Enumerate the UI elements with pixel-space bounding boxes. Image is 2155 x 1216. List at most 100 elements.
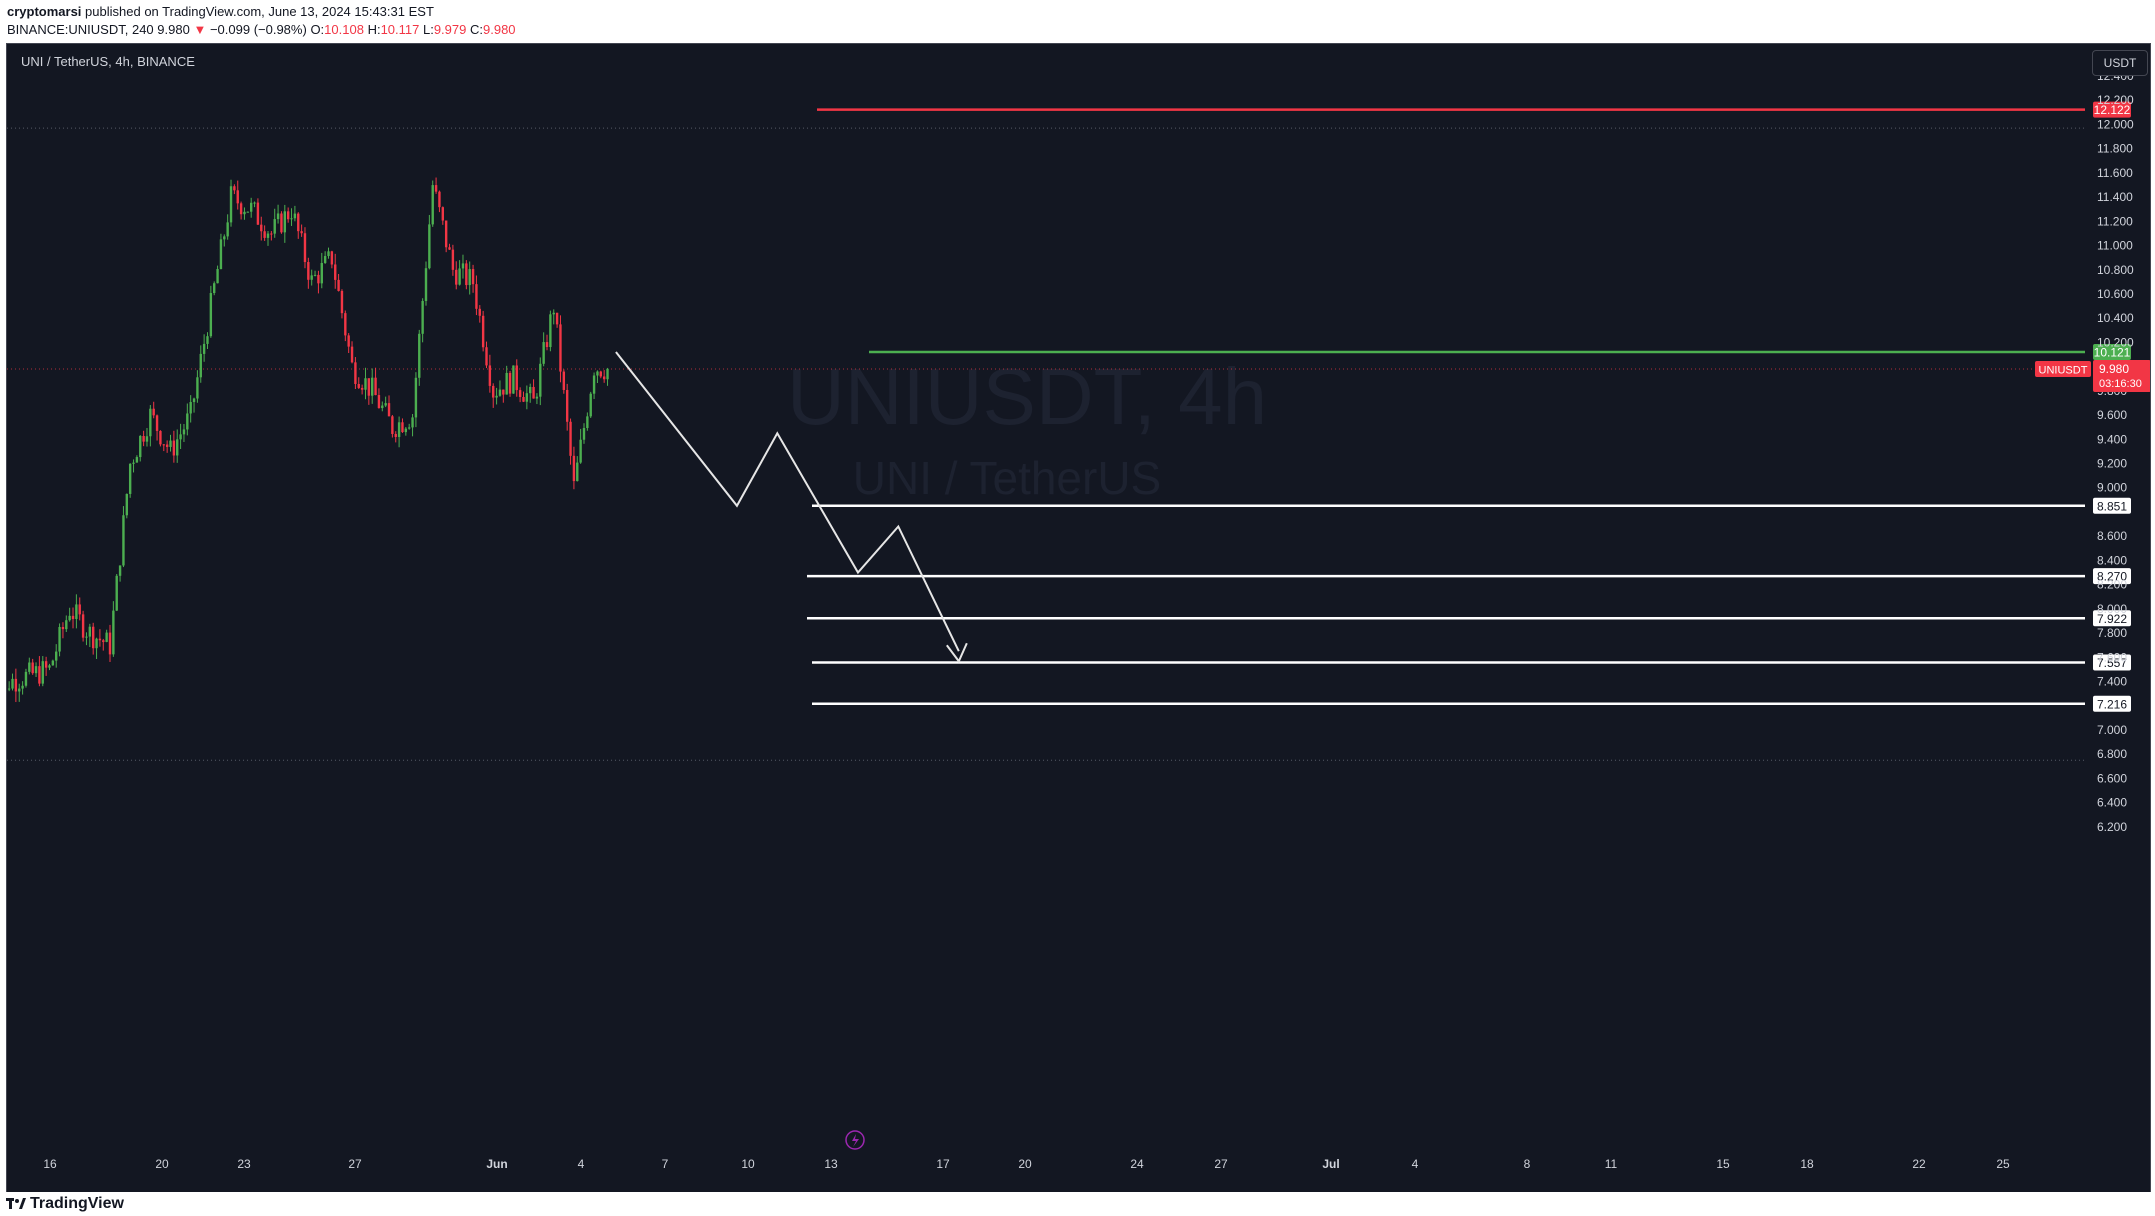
symbol-tag: UNIUSDT xyxy=(2039,365,2088,377)
candle-body xyxy=(559,324,562,372)
candle-body xyxy=(303,233,307,263)
author-name[interactable]: cryptomarsi xyxy=(7,4,82,19)
candle-body xyxy=(186,413,189,430)
candle-body xyxy=(391,416,394,434)
chart-title: UNI / TetherUS, 4h, BINANCE xyxy=(21,54,195,69)
candle-body xyxy=(139,435,142,458)
y-tick-label: 8.200 xyxy=(2097,578,2127,592)
candle-body xyxy=(468,269,471,286)
x-tick-label: 15 xyxy=(1716,1157,1730,1171)
candle-body xyxy=(276,213,280,220)
candle-body xyxy=(414,377,418,418)
candle-body xyxy=(108,632,112,655)
candle-body xyxy=(478,308,481,316)
candle-body xyxy=(599,371,603,377)
chart-frame[interactable]: UNIUSDT, 4h UNI / TetherUS 12.122 10.121 8.8… xyxy=(6,43,2151,1193)
candle-body xyxy=(202,343,206,354)
footer-brand[interactable]: TradingView xyxy=(30,1195,124,1212)
y-tick-label: 8.400 xyxy=(2097,553,2127,567)
candle-body xyxy=(518,390,522,397)
candle-body xyxy=(360,387,364,390)
currency-button[interactable]: USDT xyxy=(2092,50,2148,76)
candle-body xyxy=(485,347,488,366)
y-tick-label: 9.000 xyxy=(2097,481,2127,495)
candle-body xyxy=(596,371,599,376)
y-tick-label: 8.600 xyxy=(2097,529,2127,543)
candle-body xyxy=(582,428,586,440)
last-price: 9.980 xyxy=(157,22,190,37)
candle-body xyxy=(249,202,253,212)
candle-body xyxy=(357,383,360,388)
level-tag-bg xyxy=(2093,568,2131,585)
candle-body xyxy=(434,185,438,192)
low-value: 9.979 xyxy=(433,22,467,37)
candle-body xyxy=(555,312,559,325)
candle-body xyxy=(11,678,14,689)
x-tick-label: 8 xyxy=(1524,1157,1531,1171)
y-tick-label: 8.000 xyxy=(2097,602,2127,616)
candle-body xyxy=(310,275,313,280)
candle-body xyxy=(502,389,505,395)
candle-body xyxy=(71,615,75,619)
candle-body xyxy=(565,389,569,422)
candle-body xyxy=(424,268,428,301)
x-tick-label: Jun xyxy=(486,1157,507,1171)
candle-body xyxy=(572,455,576,482)
candle-body xyxy=(545,342,549,348)
candle-body xyxy=(334,264,337,280)
level-tag-bg xyxy=(2093,654,2131,671)
price-chart[interactable]: UNIUSDT, 4h UNI / TetherUS 12.122 10.121 8.8… xyxy=(7,44,2150,1192)
price-change: −0.099 (−0.98%) xyxy=(209,22,307,37)
candle-body xyxy=(266,233,270,238)
level-tag-bg xyxy=(2093,610,2131,627)
y-tick-label: 11.000 xyxy=(2097,239,2133,253)
candle-body xyxy=(569,421,572,456)
candle-body xyxy=(196,377,199,399)
candle-body xyxy=(256,202,260,225)
level-tag-7.216: 7.216 xyxy=(2097,697,2127,711)
publication-line: cryptomarsi published on TradingView.com… xyxy=(7,4,434,19)
y-tick-label: 12.000 xyxy=(2097,117,2134,131)
candle-body xyxy=(421,300,424,334)
candle-body xyxy=(88,626,92,637)
candle-body xyxy=(508,372,512,394)
candle-body xyxy=(21,685,24,689)
current-price-value: 9.980 xyxy=(2099,362,2129,376)
candle-body xyxy=(142,435,145,442)
candle-body xyxy=(270,233,273,235)
x-tick-label: 11 xyxy=(1605,1157,1618,1171)
candle-body xyxy=(75,604,78,619)
candle-body xyxy=(179,434,182,440)
candle-body xyxy=(397,422,401,437)
candle-body xyxy=(438,191,441,208)
x-tick-label: 16 xyxy=(43,1157,57,1171)
candle-body xyxy=(219,239,223,270)
candle-body xyxy=(118,565,122,576)
x-tick-label: 22 xyxy=(1912,1157,1926,1171)
candle-body xyxy=(145,436,149,442)
candle-body xyxy=(542,342,545,364)
candle-body xyxy=(253,202,256,204)
candle-body xyxy=(58,626,61,652)
level-tag-bg xyxy=(2093,497,2131,514)
down-triangle-icon: ▼ xyxy=(193,22,207,37)
candle-body xyxy=(488,365,492,386)
candle-body xyxy=(576,462,579,482)
candle-body xyxy=(374,377,377,396)
candle-body xyxy=(68,615,71,621)
candle-body xyxy=(407,427,411,429)
symbol-ohlc-line: BINANCE:UNIUSDT, 240 9.980 ▼ −0.099 (−0.… xyxy=(7,22,516,37)
y-tick-label: 7.600 xyxy=(2097,650,2127,664)
candle-body xyxy=(290,218,293,220)
x-tick-label: Jul xyxy=(1322,1157,1339,1171)
x-tick-label: 27 xyxy=(1214,1157,1228,1171)
x-tick-label: 20 xyxy=(1018,1157,1032,1171)
candle-body xyxy=(431,185,434,225)
candle-body xyxy=(28,662,31,672)
y-tick-label: 10.200 xyxy=(2097,335,2134,349)
x-tick-label: 25 xyxy=(1996,1157,2010,1171)
candle-body xyxy=(135,457,139,463)
candle-body xyxy=(260,224,263,232)
level-tag-8.851: 8.851 xyxy=(2097,499,2127,513)
level-tag-bg xyxy=(2093,343,2131,360)
